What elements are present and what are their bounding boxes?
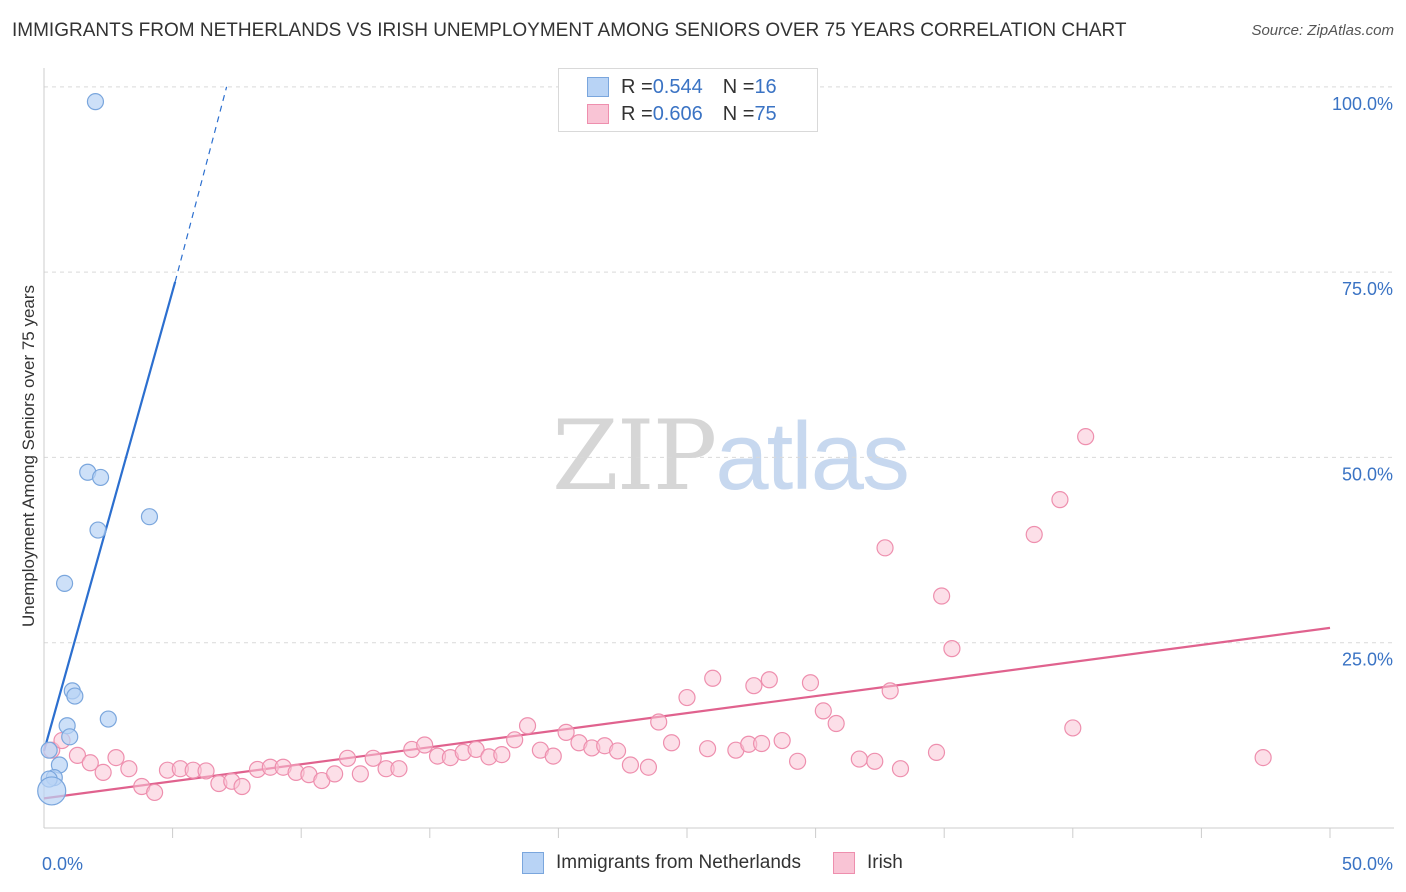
legend-n-value: 75: [754, 102, 777, 125]
watermark: ZIPatlas: [552, 400, 910, 512]
trend-line-irish: [43, 626, 1331, 800]
point-irish: [801, 674, 820, 692]
point-irish: [68, 746, 87, 764]
correlation-legend: R = 0.544 N = 16 R = 0.606 N = 75: [558, 68, 818, 132]
point-irish: [678, 688, 696, 707]
point-irish: [814, 702, 832, 720]
legend-r-value: 0.606: [652, 102, 703, 125]
watermark-atlas: atlas: [715, 403, 910, 510]
point-irish: [788, 752, 807, 770]
point-netherlands: [86, 93, 105, 111]
legend-n-value: 16: [754, 75, 777, 98]
legend-swatch-blue: [522, 852, 544, 874]
point-irish: [927, 743, 946, 762]
point-irish: [145, 783, 164, 802]
legend-row-netherlands: R = 0.544 N = 16: [587, 74, 777, 100]
point-irish: [120, 760, 138, 778]
legend-label-irish: Irish: [866, 852, 903, 873]
point-irish: [1025, 525, 1043, 544]
point-netherlands: [61, 728, 79, 746]
point-irish: [881, 682, 899, 700]
point-irish: [943, 640, 961, 658]
point-irish: [351, 765, 369, 783]
y-tick-label: 50.0%: [1342, 464, 1393, 484]
point-netherlands: [37, 776, 67, 806]
point-irish: [662, 734, 681, 752]
axes: [43, 68, 1394, 838]
point-irish: [416, 736, 434, 754]
legend-row-irish: R = 0.606 N = 75: [587, 101, 777, 127]
point-irish: [773, 731, 791, 750]
point-netherlands: [89, 521, 107, 539]
axis-labels: 25.0% 50.0% 75.0% 100.0% 0.0% 50.0% Unemployme…: [19, 94, 1393, 874]
point-irish: [760, 671, 778, 689]
point-irish: [107, 748, 125, 767]
point-irish: [326, 765, 344, 783]
trend-line-netherlands: [42, 281, 177, 752]
point-irish: [866, 752, 884, 770]
y-tick-label: 100.0%: [1332, 94, 1393, 114]
legend-label-netherlands: Immigrants from Netherlands: [556, 852, 801, 873]
point-irish: [876, 539, 894, 557]
legend-r-label: R =: [621, 102, 653, 125]
point-netherlands: [55, 574, 74, 593]
data-points: [37, 93, 1272, 806]
legend-swatch-pink: [587, 104, 609, 124]
point-irish: [850, 750, 868, 768]
point-irish: [933, 587, 951, 605]
point-netherlands: [99, 710, 117, 728]
point-irish: [197, 762, 215, 780]
point-irish: [493, 746, 511, 764]
y-tick-label: 25.0%: [1342, 650, 1393, 670]
point-irish: [891, 760, 910, 778]
legend-r-label: R =: [621, 75, 653, 98]
point-irish: [650, 713, 668, 731]
legend-swatch-blue: [587, 77, 609, 97]
point-irish: [518, 717, 537, 735]
legend-item-netherlands[interactable]: Immigrants from Netherlands: [522, 852, 801, 874]
trend-line-netherlands-extension: [174, 86, 228, 282]
point-irish: [1254, 748, 1272, 767]
gridlines: [44, 86, 1394, 644]
chart-title: IMMIGRANTS FROM NETHERLANDS VS IRISH UNE…: [12, 20, 1127, 41]
point-irish: [827, 714, 845, 733]
point-netherlands: [140, 508, 159, 526]
point-irish: [557, 723, 575, 741]
point-irish: [639, 758, 658, 776]
point-irish: [1064, 719, 1082, 737]
point-netherlands: [40, 741, 58, 759]
point-irish: [506, 731, 524, 749]
point-netherlands: [66, 687, 84, 705]
y-tick-label: 75.0%: [1342, 279, 1393, 299]
source-credit: Source: ZipAtlas.com: [1251, 22, 1394, 39]
point-irish: [1051, 491, 1069, 509]
point-irish: [1077, 428, 1095, 446]
point-irish: [338, 749, 357, 767]
point-irish: [704, 669, 722, 687]
point-netherlands: [91, 468, 110, 487]
x-tick-label: 50.0%: [1342, 854, 1393, 874]
legend-item-irish[interactable]: Irish: [832, 852, 903, 874]
point-irish: [745, 677, 763, 695]
point-irish: [390, 760, 408, 778]
legend-r-value: 0.544: [652, 75, 703, 98]
legend-n-label: N =: [722, 102, 755, 125]
point-irish: [608, 742, 627, 760]
legend-swatch-pink: [832, 852, 855, 874]
point-irish: [467, 740, 485, 759]
point-irish: [621, 756, 640, 774]
point-irish: [544, 747, 562, 765]
series-legend: Immigrants from Netherlands Irish: [522, 852, 935, 874]
point-irish: [233, 777, 251, 796]
x-tick-label: 0.0%: [42, 854, 83, 874]
legend-n-label: N =: [722, 75, 755, 98]
watermark-zip: ZIP: [552, 400, 717, 512]
point-irish: [752, 734, 771, 753]
point-irish: [364, 749, 382, 767]
point-irish: [698, 740, 717, 758]
point-irish: [94, 763, 112, 782]
point-irish: [81, 754, 99, 772]
y-axis-label: Unemployment Among Seniors over 75 years: [19, 285, 38, 627]
